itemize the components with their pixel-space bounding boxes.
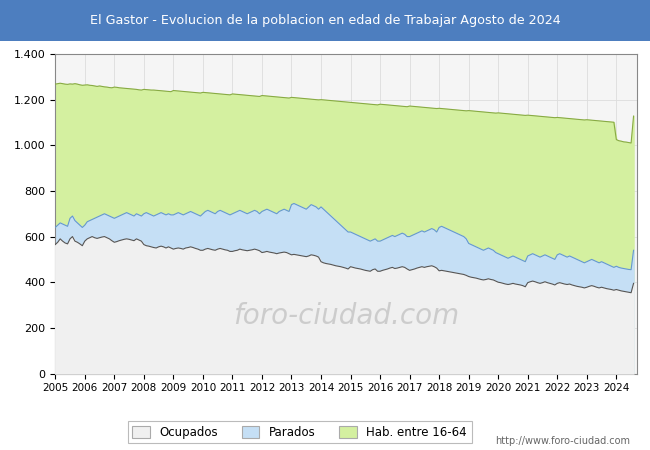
Legend: Ocupados, Parados, Hab. entre 16-64: Ocupados, Parados, Hab. entre 16-64 [127, 421, 472, 443]
Text: foro-ciudad.com: foro-ciudad.com [233, 302, 459, 330]
Text: http://www.foro-ciudad.com: http://www.foro-ciudad.com [495, 436, 630, 446]
Text: El Gastor - Evolucion de la poblacion en edad de Trabajar Agosto de 2024: El Gastor - Evolucion de la poblacion en… [90, 14, 560, 27]
